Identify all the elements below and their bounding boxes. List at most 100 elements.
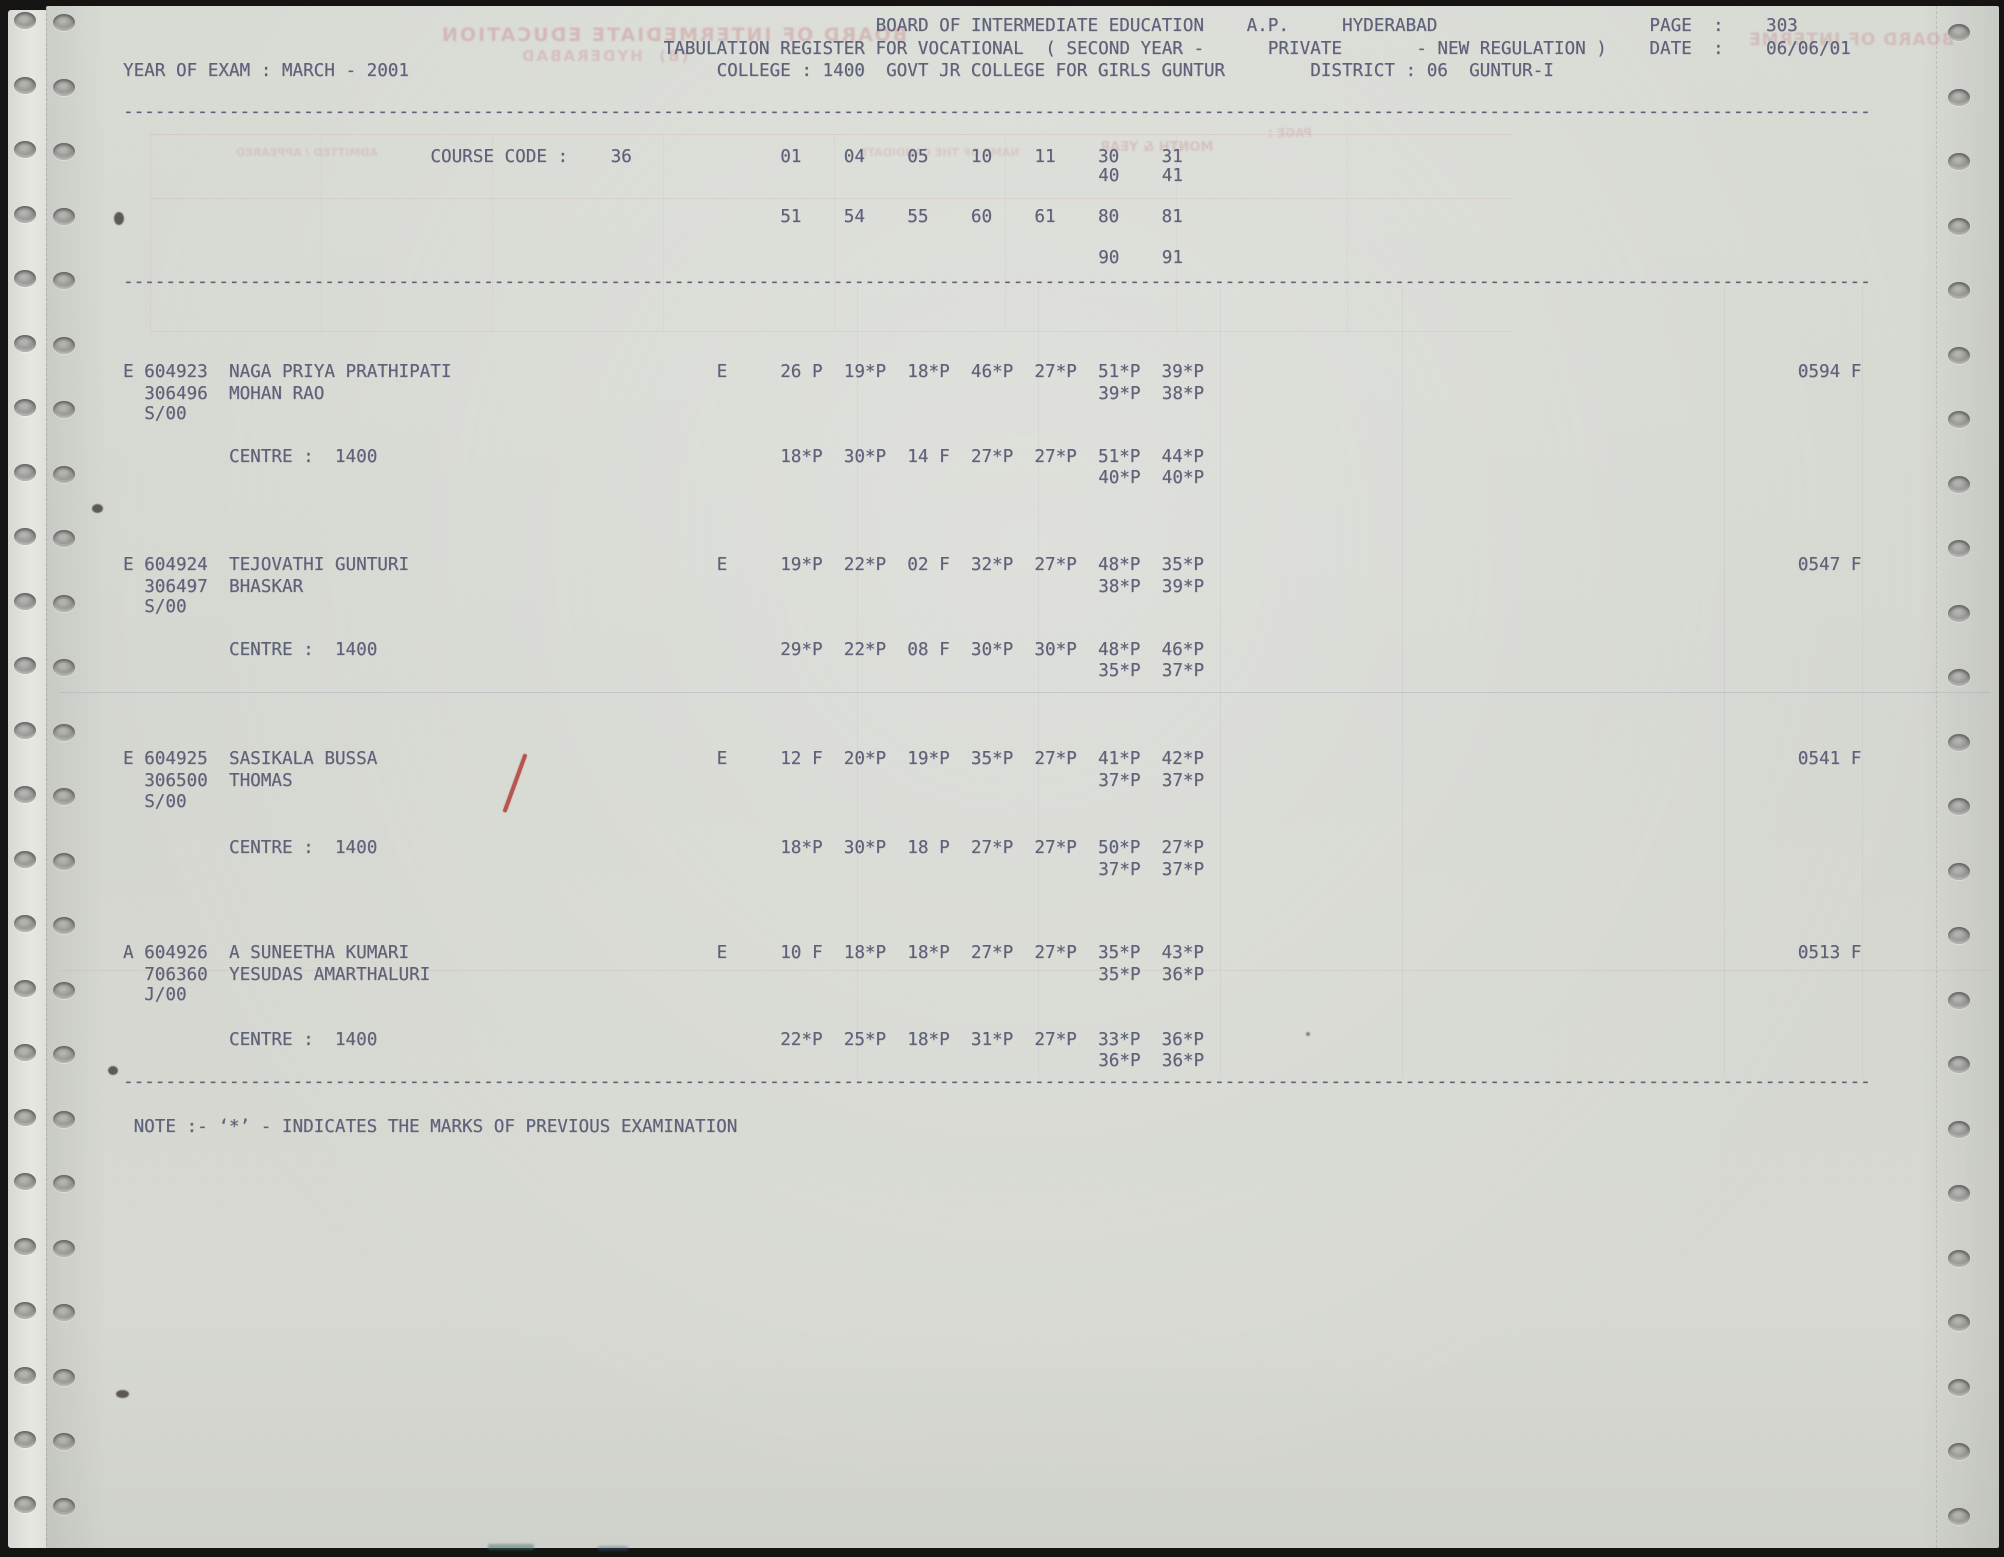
print-text: 303 [1766, 16, 1798, 36]
print-text: 40*P 40*P [1098, 468, 1205, 488]
print-text: TABULATION REGISTER FOR VOCATIONAL [663, 39, 1024, 59]
print-text: NOTE :- ‘*’ - INDICATES THE MARKS OF PRE… [133, 1117, 738, 1137]
print-text: E [716, 749, 728, 769]
sprocket-hole [53, 659, 75, 676]
print-text: A 604926 [123, 943, 208, 963]
sprocket-hole [53, 207, 75, 225]
sprocket-hole [1948, 733, 1970, 751]
sprocket-hole [1948, 1120, 1970, 1138]
print-text: 37*P 37*P [1098, 771, 1205, 791]
sprocket-hole [14, 1366, 36, 1384]
sprocket-hole [53, 1239, 75, 1257]
sprocket-hole [1948, 604, 1970, 622]
ink-speck [108, 1066, 118, 1075]
print-text: A SUNEETHA KUMARI [229, 943, 410, 963]
dashed-rule: ----------------------------------------… [123, 1072, 1871, 1092]
print-line: S/00 [0, 598, 2004, 617]
print-text: 36*P 36*P [1098, 1051, 1205, 1071]
sprocket-hole [14, 1044, 36, 1061]
sprocket-hole [14, 141, 36, 158]
print-text: CENTRE : 1400 [229, 447, 378, 467]
print-text: 35*P 36*P [1098, 965, 1205, 985]
print-text: HYDERABAD [1342, 16, 1438, 36]
print-text: 0547 F [1797, 555, 1862, 575]
print-line: E 604924 TEJOVATHI GUNTURI E 19*P 22*P 02 F… [0, 556, 2004, 575]
sprocket-hole [1948, 1378, 1970, 1396]
sprocket-hole [1948, 1056, 1970, 1073]
paper-sheet [46, 6, 1999, 1548]
print-text: COURSE CODE : [430, 147, 569, 167]
print-text: CENTRE : 1400 [229, 838, 378, 858]
separator-line: ----------------------------------------… [0, 103, 2004, 122]
edge-smudge [598, 1546, 628, 1551]
tractor-feed-strip [8, 10, 50, 1548]
print-line: CENTRE : 1400 18*P 30*P 14 F 27*P 27*P 51… [0, 448, 2004, 467]
print-line: 35*P 37*P [0, 662, 2004, 681]
print-text: 306500 [144, 771, 208, 791]
print-text: E [716, 555, 728, 575]
ink-speck [114, 212, 124, 225]
sprocket-hole [1948, 1249, 1970, 1267]
sprocket-hole [53, 1110, 75, 1128]
sprocket-hole [1948, 1443, 1970, 1460]
print-text: THOMAS [229, 771, 293, 791]
print-text: E 604925 [123, 749, 208, 769]
print-text: S/00 [144, 597, 187, 617]
sprocket-hole [53, 1497, 75, 1515]
print-text: E 604924 [123, 555, 208, 575]
print-text: 38*P 39*P [1098, 577, 1205, 597]
sprocket-hole [1948, 798, 1970, 815]
faint-column-rule [1724, 286, 1725, 1078]
print-text: ( SECOND YEAR - [1045, 39, 1205, 59]
edge-smudge [488, 1544, 534, 1550]
print-text: CENTRE : 1400 [229, 640, 378, 660]
ghost-form-midline [150, 198, 1512, 199]
print-text: 19*P 22*P 02 F 32*P 27*P 48*P 35*P [780, 555, 1204, 575]
sprocket-hole [53, 1433, 75, 1450]
sprocket-hole [53, 78, 75, 96]
sprocket-hole [1948, 346, 1970, 364]
dashed-rule: ----------------------------------------… [123, 272, 1871, 292]
sprocket-hole [1948, 540, 1970, 557]
sprocket-hole [1948, 24, 1970, 41]
sprocket-hole [14, 657, 36, 674]
print-text: 306497 [144, 577, 208, 597]
print-line: CENTRE : 1400 29*P 22*P 08 F 30*P 30*P 48… [0, 641, 2004, 660]
print-line: 40 41 [0, 167, 2004, 186]
sprocket-hole [14, 1237, 36, 1255]
sprocket-hole [1948, 153, 1970, 170]
faint-column-rule [1402, 286, 1403, 1078]
sprocket-hole [1948, 475, 1970, 493]
print-line: 306496 MOHAN RAO 39*P 38*P [0, 385, 2004, 404]
print-text: : [1713, 39, 1724, 59]
sprocket-hole [14, 786, 36, 803]
print-text: 06/06/01 [1766, 39, 1851, 59]
print-line: 40*P 40*P [0, 469, 2004, 488]
sprocket-hole [14, 1431, 36, 1448]
faint-column-rule [1862, 286, 1863, 1078]
print-text: CENTRE : 1400 [229, 1030, 378, 1050]
sprocket-hole [14, 463, 36, 481]
sprocket-hole [1948, 282, 1970, 299]
print-text: YESUDAS AMARTHALURI [229, 965, 431, 985]
print-text: : [1713, 16, 1724, 36]
sprocket-hole [53, 1046, 75, 1063]
separator-line: ----------------------------------------… [0, 1073, 2004, 1092]
print-text: A.P. [1246, 16, 1289, 36]
sprocket-hole [1948, 411, 1970, 428]
print-line: CENTRE : 1400 22*P 25*P 18*P 31*P 27*P 33… [0, 1031, 2004, 1050]
print-text: 10 F 18*P 18*P 27*P 27*P 35*P 43*P [780, 943, 1204, 963]
print-text: 306496 [144, 384, 208, 404]
sprocket-hole [14, 592, 36, 610]
sprocket-hole [53, 788, 75, 805]
print-line: CENTRE : 1400 18*P 30*P 18 P 27*P 27*P 50… [0, 839, 2004, 858]
print-text: 26 P 19*P 18*P 46*P 27*P 51*P 39*P [780, 362, 1204, 382]
dashed-rule: ----------------------------------------… [123, 102, 1871, 122]
sprocket-hole [53, 143, 75, 160]
sprocket-hole [14, 979, 36, 997]
sprocket-hole [53, 1175, 75, 1192]
print-text: DATE [1649, 39, 1692, 59]
sprocket-hole [53, 465, 75, 483]
print-line: 306500 THOMAS 37*P 37*P [0, 772, 2004, 791]
